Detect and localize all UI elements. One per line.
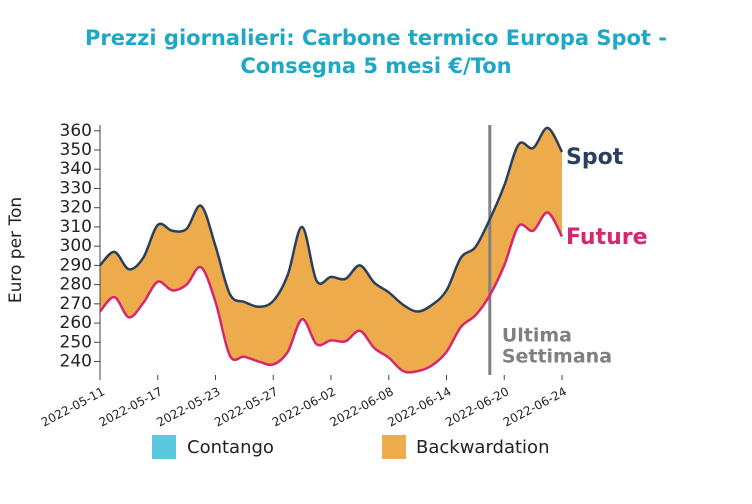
y-axis-label: Euro per Ton <box>6 197 26 303</box>
y-tick-label: 240 <box>60 352 92 372</box>
y-tick-label: 320 <box>60 198 92 218</box>
x-tick-label: 2022-05-27 <box>212 384 280 429</box>
x-tick-label: 2022-05-17 <box>97 384 165 429</box>
y-tick-label: 290 <box>60 255 92 275</box>
annotation: Ultima <box>502 325 572 347</box>
x-tick-label: 2022-06-14 <box>385 384 453 429</box>
series-line <box>99 126 564 313</box>
legend-swatch <box>382 435 406 459</box>
x-tick-label: 2022-05-11 <box>39 384 107 429</box>
y-tick-label: 280 <box>60 275 92 295</box>
backwardation-area <box>100 127 562 373</box>
x-tick-label: 2022-06-02 <box>270 384 338 429</box>
y-tick-label: 350 <box>60 140 92 160</box>
y-tick-label: 330 <box>60 178 92 198</box>
x-tick-label: 2022-05-23 <box>154 384 222 429</box>
y-tick-label: 260 <box>60 313 92 333</box>
x-tick-label: 2022-06-08 <box>328 384 396 429</box>
y-tick-label: 300 <box>60 236 92 256</box>
series-line <box>99 211 564 374</box>
y-tick-label: 340 <box>60 159 92 179</box>
y-tick-label: 310 <box>60 217 92 237</box>
y-tick-label: 360 <box>60 121 92 141</box>
x-tick-label: 2022-06-24 <box>501 384 569 429</box>
y-tick-label: 250 <box>60 332 92 352</box>
x-tick-label: 2022-06-20 <box>443 384 511 429</box>
chart-title: Prezzi giornalieri: Carbone termico Euro… <box>85 26 667 50</box>
series-label: Spot <box>566 145 624 170</box>
legend-swatch <box>152 435 176 459</box>
chart-title: Consegna 5 mesi €/Ton <box>240 54 511 78</box>
annotation: Settimana <box>502 346 612 368</box>
legend-label: Backwardation <box>416 437 549 458</box>
y-tick-label: 270 <box>60 294 92 314</box>
series-label: Future <box>566 225 648 250</box>
legend-label: Contango <box>187 437 274 458</box>
